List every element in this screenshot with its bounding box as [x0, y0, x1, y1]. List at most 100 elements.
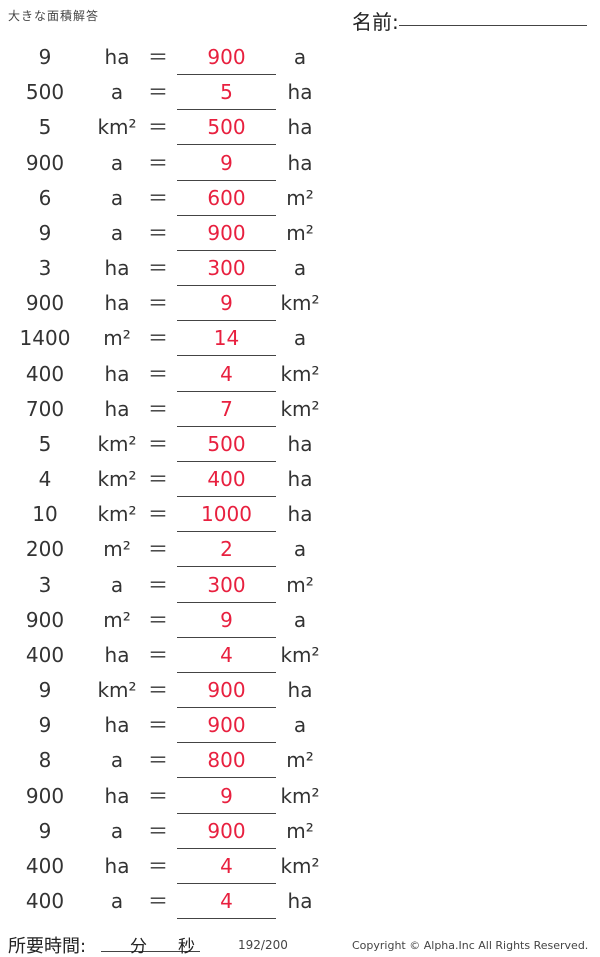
problem-value: 3 — [38, 572, 52, 597]
to-unit: km² — [280, 396, 320, 421]
problem-row: 900 ha ＝ 9 km² — [0, 289, 340, 324]
from-unit: ha — [104, 291, 130, 316]
equals-sign: ＝ — [148, 326, 168, 351]
time-label: 所要時間: — [8, 936, 87, 957]
problem-row: 5 km² ＝ 500 ha — [0, 113, 340, 148]
equals-sign: ＝ — [148, 431, 168, 456]
answer-value: 900 — [177, 43, 276, 75]
problem-row: 5 km² ＝ 500 ha — [0, 430, 340, 465]
problem-row: 9 a ＝ 900 m² — [0, 817, 340, 852]
problem-row: 4 km² ＝ 400 ha — [0, 465, 340, 500]
answer-value: 400 — [177, 465, 276, 498]
equals-sign: ＝ — [148, 642, 168, 667]
equals-sign: ＝ — [148, 291, 168, 316]
time-field-line — [101, 951, 200, 952]
to-unit: a — [293, 326, 307, 351]
answer-value: 9 — [177, 782, 276, 814]
answer-value: 4 — [177, 360, 276, 392]
equals-sign: ＝ — [148, 537, 168, 562]
equals-sign: ＝ — [148, 607, 168, 632]
equals-sign: ＝ — [148, 361, 168, 386]
to-unit: km² — [280, 361, 320, 386]
to-unit: ha — [287, 467, 313, 492]
equals-sign: ＝ — [148, 80, 168, 105]
worksheet-title: 大きな面積解答 — [8, 9, 100, 23]
name-field-line — [399, 25, 587, 26]
from-unit: ha — [104, 361, 130, 386]
problem-row: 400 ha ＝ 4 km² — [0, 360, 340, 395]
problem-value: 8 — [38, 748, 52, 773]
answer-value: 900 — [177, 711, 276, 744]
to-unit: ha — [287, 431, 313, 456]
name-label: 名前: — [352, 10, 399, 34]
problem-row: 9 ha ＝ 900 a — [0, 711, 340, 746]
problem-value: 9 — [38, 220, 52, 245]
problem-value: 3 — [38, 256, 52, 281]
problem-value: 1400 — [19, 326, 71, 351]
problem-value: 400 — [25, 642, 65, 667]
problem-row: 1400 m² ＝ 14 a — [0, 324, 340, 359]
from-unit: a — [110, 185, 124, 210]
from-unit: km² — [97, 678, 137, 703]
problem-value: 900 — [25, 150, 65, 175]
problem-value: 9 — [38, 678, 52, 703]
equals-sign: ＝ — [148, 572, 168, 597]
problem-value: 5 — [38, 115, 52, 140]
answer-value: 800 — [177, 746, 276, 779]
equals-sign: ＝ — [148, 783, 168, 808]
from-unit: ha — [104, 853, 130, 878]
answer-value: 4 — [177, 852, 276, 884]
problem-value: 5 — [38, 431, 52, 456]
answer-value: 500 — [177, 113, 276, 146]
answer-value: 500 — [177, 430, 276, 462]
problem-row: 9 km² ＝ 900 ha — [0, 676, 340, 711]
answer-value: 9 — [177, 289, 276, 322]
equals-sign: ＝ — [148, 853, 168, 878]
to-unit: m² — [286, 572, 314, 597]
problem-row: 400 ha ＝ 4 km² — [0, 852, 340, 887]
answer-value: 14 — [177, 324, 276, 357]
to-unit: km² — [280, 291, 320, 316]
to-unit: a — [293, 537, 307, 562]
from-unit: m² — [103, 326, 131, 351]
from-unit: a — [110, 572, 124, 597]
equals-sign: ＝ — [148, 185, 168, 210]
problem-value: 6 — [38, 185, 52, 210]
problem-value: 700 — [25, 396, 65, 421]
equals-sign: ＝ — [148, 678, 168, 703]
seconds-label: 秒 — [178, 937, 195, 957]
equals-sign: ＝ — [148, 818, 168, 843]
problem-value: 400 — [25, 361, 65, 386]
from-unit: a — [110, 818, 124, 843]
answer-value: 900 — [177, 676, 276, 709]
problem-row: 400 a ＝ 4 ha — [0, 887, 340, 922]
answer-value: 9 — [177, 149, 276, 181]
to-unit: a — [293, 45, 307, 69]
problem-row: 500 a ＝ 5 ha — [0, 78, 340, 113]
problem-row: 900 ha ＝ 9 km² — [0, 782, 340, 817]
problem-value: 400 — [25, 853, 65, 878]
from-unit: ha — [104, 783, 130, 808]
from-unit: a — [110, 889, 124, 914]
answer-value: 900 — [177, 219, 276, 251]
from-unit: ha — [104, 713, 130, 738]
equals-sign: ＝ — [148, 115, 168, 140]
copyright: Copyright © Alpha.Inc All Rights Reserve… — [352, 939, 589, 952]
from-unit: a — [110, 80, 124, 105]
equals-sign: ＝ — [148, 256, 168, 281]
to-unit: ha — [287, 150, 313, 175]
to-unit: a — [293, 607, 307, 632]
to-unit: a — [293, 256, 307, 281]
from-unit: km² — [97, 431, 137, 456]
equals-sign: ＝ — [148, 502, 168, 527]
to-unit: ha — [287, 115, 313, 140]
minutes-label: 分 — [130, 937, 147, 957]
from-unit: ha — [104, 396, 130, 421]
to-unit: km² — [280, 853, 320, 878]
answer-value: 2 — [177, 535, 276, 568]
problem-row: 9 a ＝ 900 m² — [0, 219, 340, 254]
to-unit: ha — [287, 80, 313, 105]
from-unit: ha — [104, 45, 130, 69]
from-unit: km² — [97, 502, 137, 527]
equals-sign: ＝ — [148, 396, 168, 421]
